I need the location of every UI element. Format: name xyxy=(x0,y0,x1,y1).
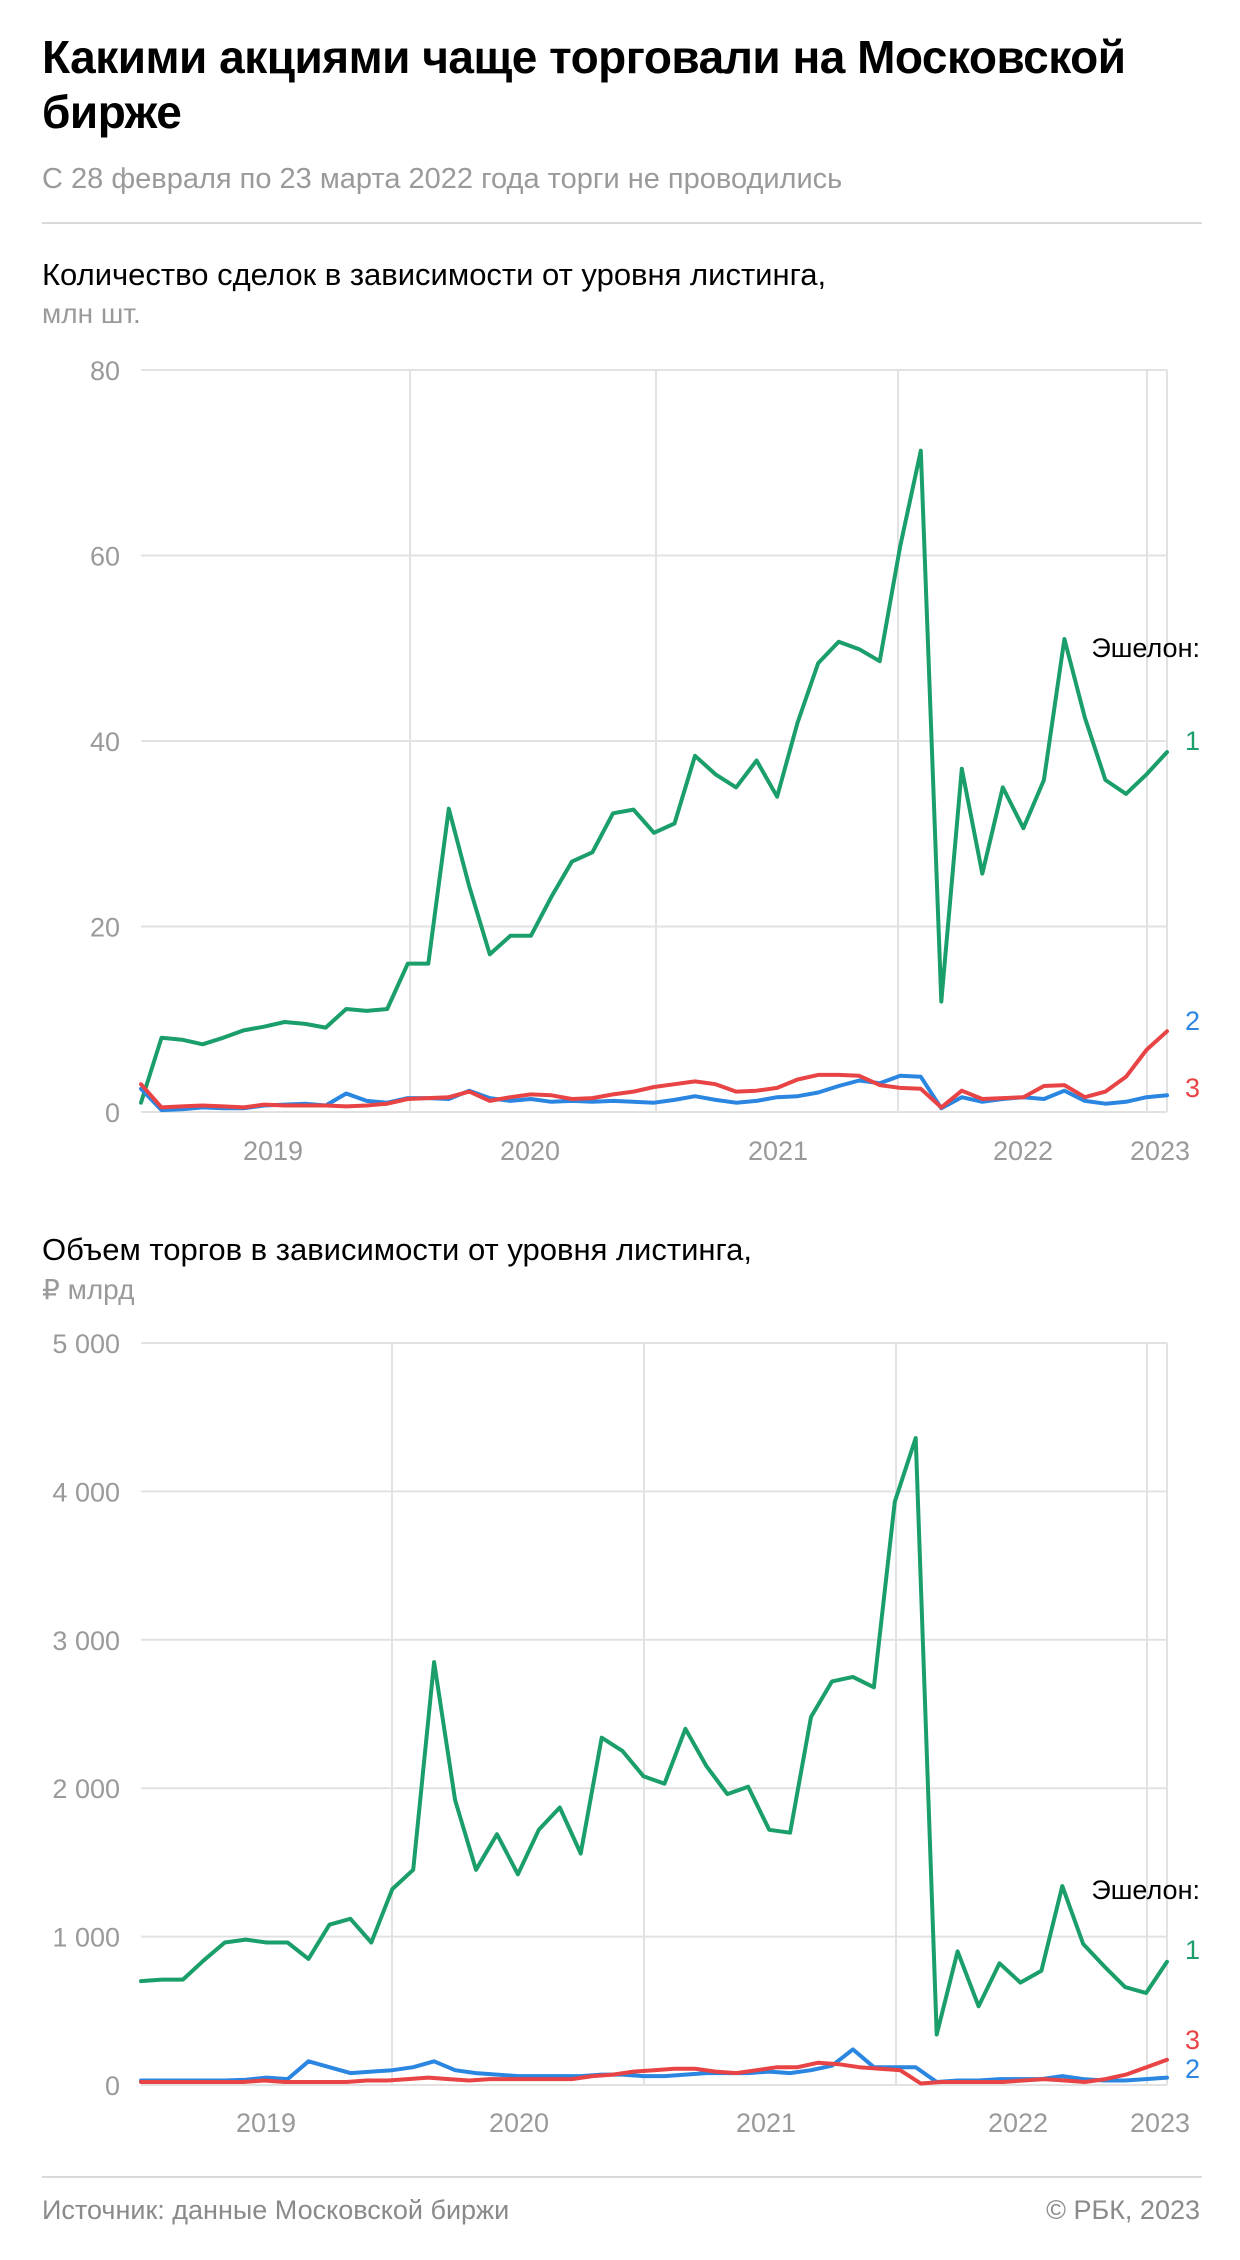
y-tick-label: 2 000 xyxy=(52,1774,120,1804)
y-tick-label: 5 000 xyxy=(52,1329,120,1359)
x-tick-label: 2020 xyxy=(500,1136,560,1166)
series-line-tier-3 xyxy=(139,2057,1169,2086)
footer-copyright: © РБК, 2023 xyxy=(1046,2195,1200,2225)
y-tick-label: 0 xyxy=(105,1098,120,1128)
series-end-label-3: 3 xyxy=(1185,2025,1200,2055)
chart2-unit: ₽ млрд xyxy=(42,1274,135,1305)
series-line-tier-1 xyxy=(139,1436,1169,2037)
legend-title: Эшелон: xyxy=(1091,1875,1200,1905)
y-tick-label: 3 000 xyxy=(52,1626,120,1656)
y-tick-label: 1 000 xyxy=(52,1923,120,1953)
x-tick-label: 2023 xyxy=(1130,1136,1190,1166)
series-line-tier-3 xyxy=(139,1029,1169,1110)
footer-divider xyxy=(42,2176,1202,2178)
x-tick-label: 2021 xyxy=(748,1136,808,1166)
x-tick-label: 2019 xyxy=(243,1136,303,1166)
chart1-title: Количество сделок в зависимости от уровн… xyxy=(42,257,827,292)
legend-title: Эшелон: xyxy=(1091,633,1200,663)
series-line-tier-2 xyxy=(139,2047,1169,2084)
infographic-subtitle: С 28 февраля по 23 марта 2022 года торги… xyxy=(42,163,843,195)
x-tick-label: 2022 xyxy=(988,2108,1048,2138)
series-end-label-1: 1 xyxy=(1185,726,1200,756)
x-tick-label: 2021 xyxy=(736,2108,796,2138)
footer-source: Источник: данные Московской биржи xyxy=(42,2195,510,2225)
y-tick-label: 40 xyxy=(90,727,120,757)
y-tick-label: 80 xyxy=(90,356,120,386)
series-end-label-1: 1 xyxy=(1185,1935,1200,1965)
x-tick-label: 2019 xyxy=(236,2108,296,2138)
y-tick-label: 0 xyxy=(105,2071,120,2101)
series-end-label-2: 2 xyxy=(1185,2054,1200,2084)
y-tick-label: 60 xyxy=(90,542,120,572)
series-line-tier-1 xyxy=(139,448,1169,1105)
x-tick-label: 2022 xyxy=(993,1136,1053,1166)
chart1-deals-count: 0 20 40 60 80 2019 2020 2021 2022 2023 Эшелон: 1 2 3 xyxy=(90,356,1200,1166)
series-end-label-3: 3 xyxy=(1185,1073,1200,1103)
chart2-title: Объем торгов в зависимости от уровня лис… xyxy=(42,1232,752,1267)
chart2-trading-volume: 0 1 000 2 000 3 000 4 000 5 000 2019 2020 2021 20… xyxy=(52,1329,1200,2138)
series-end-label-2: 2 xyxy=(1185,1006,1200,1036)
x-tick-label: 2023 xyxy=(1130,2108,1190,2138)
y-tick-label: 4 000 xyxy=(52,1477,120,1507)
x-tick-label: 2020 xyxy=(489,2108,549,2138)
chart1-unit: млн шт. xyxy=(42,298,141,329)
infographic-title: Какими акциями чаще торговали на Московс… xyxy=(42,31,1126,138)
header-divider xyxy=(42,222,1202,224)
y-tick-label: 20 xyxy=(90,913,120,943)
